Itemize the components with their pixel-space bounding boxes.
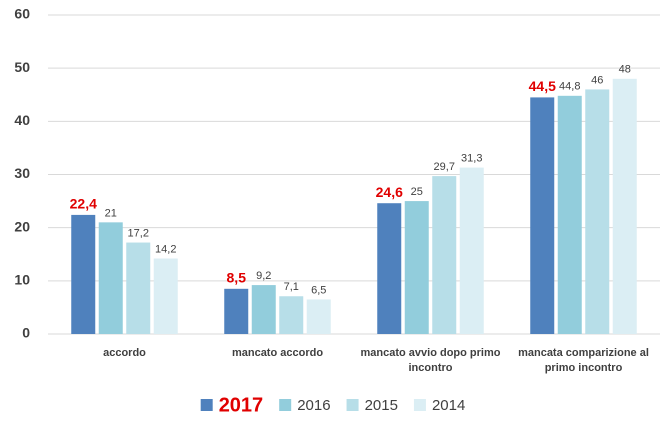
bar <box>71 214 96 334</box>
y-tick-label: 50 <box>14 59 30 75</box>
y-tick-label: 30 <box>14 165 30 181</box>
bar <box>557 95 582 335</box>
data-label: 7,1 <box>284 281 299 293</box>
legend-swatch <box>279 399 292 411</box>
legend-label: 2016 <box>297 397 330 414</box>
bar <box>585 89 610 334</box>
data-label: 24,6 <box>376 184 403 200</box>
bar <box>306 299 331 334</box>
bar <box>224 288 249 334</box>
data-label: 29,7 <box>434 161 455 173</box>
bar <box>612 78 637 334</box>
data-label: 44,8 <box>559 81 580 93</box>
bar <box>404 201 429 334</box>
data-label: 44,5 <box>529 78 556 94</box>
y-tick-label: 60 <box>14 6 30 22</box>
legend-swatch <box>413 399 426 411</box>
legend-label: 2015 <box>365 397 398 414</box>
x-tick-label: mancato accordo <box>231 347 324 359</box>
x-tick-label: mancato avvio dopo primo incontro <box>360 347 501 374</box>
data-label: 31,3 <box>461 152 482 164</box>
data-label: 46 <box>591 74 603 86</box>
data-label: 25 <box>411 186 423 198</box>
data-label: 48 <box>619 64 631 76</box>
data-label: 8,5 <box>227 270 247 286</box>
data-label: 22,4 <box>70 196 97 212</box>
y-tick-label: 0 <box>22 325 30 341</box>
legend-swatch <box>200 399 213 411</box>
x-tick-label: mancata comparizione al primo incontro <box>518 347 649 374</box>
bar <box>251 285 276 334</box>
bar <box>279 296 304 334</box>
y-tick-label: 20 <box>14 218 30 234</box>
data-label: 6,5 <box>311 284 326 296</box>
y-tick-label: 40 <box>14 112 30 128</box>
bar <box>459 167 484 334</box>
data-label: 21 <box>105 207 117 219</box>
data-label: 17,2 <box>128 227 149 239</box>
bar <box>530 97 555 335</box>
legend-swatch <box>346 399 359 411</box>
bar <box>153 258 178 334</box>
bar <box>432 176 457 334</box>
bar <box>126 242 151 334</box>
legend-label: 2017 <box>219 394 264 416</box>
data-label: 14,2 <box>155 243 176 255</box>
y-tick-label: 10 <box>14 272 30 288</box>
bar <box>377 203 402 334</box>
data-label: 9,2 <box>256 270 271 282</box>
x-tick-label: accordo <box>103 347 146 359</box>
bar <box>98 222 123 334</box>
legend-label: 2014 <box>432 397 465 414</box>
